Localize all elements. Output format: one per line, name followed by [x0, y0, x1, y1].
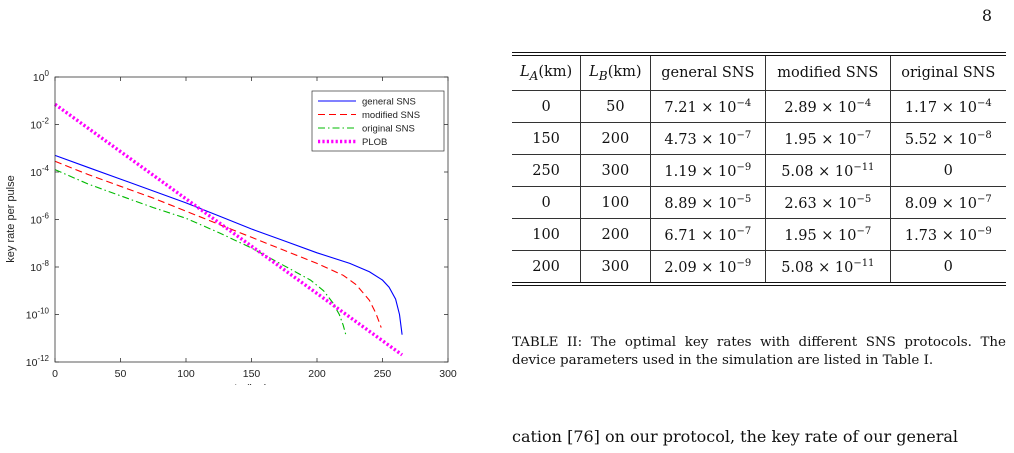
x-tick-label: 100 — [177, 368, 195, 380]
legend-entry: modified SNS — [362, 110, 420, 121]
y-tick-label: 10-6 — [30, 212, 49, 227]
table-header-cell: LB(km) — [580, 53, 651, 91]
table-row: 250 300 1.19 × 10−9 5.08 × 10−11 0 — [512, 154, 1006, 187]
y-tick-label: 10-4 — [30, 164, 49, 179]
table-cell: 300 — [580, 154, 651, 187]
legend-entry: original SNS — [362, 124, 415, 135]
y-tick-label: 10-8 — [30, 259, 49, 274]
x-tick-label: 0 — [52, 368, 58, 380]
table-cell: 100 — [580, 186, 651, 219]
table-cell: 6.71 × 10−7 — [649, 218, 767, 251]
table-row: 150 200 4.73 × 10−7 1.95 × 10−7 5.52 × 10−8 — [512, 122, 1006, 155]
table-cell: 1.19 × 10−9 — [649, 154, 767, 187]
y-axis-label: key rate per pulse — [5, 175, 17, 262]
table-cell: 150 — [512, 122, 582, 155]
legend-entry: general SNS — [362, 97, 416, 108]
table-cell: 5.08 × 10−11 — [765, 154, 891, 187]
table-row: 200 300 2.09 × 10−9 5.08 × 10−11 0 — [512, 250, 1006, 285]
table-cell: 1.73 × 10−9 — [889, 218, 1006, 251]
table-row: 0 100 8.89 × 10−5 2.63 × 10−5 8.09 × 10−7 — [512, 186, 1006, 219]
page-number: 8 — [981, 6, 992, 25]
series-line-plob — [54, 102, 404, 357]
table-row: 100 200 6.71 × 10−7 1.95 × 10−7 1.73 × 10−9 — [512, 218, 1006, 251]
series-line-general-sns — [54, 154, 403, 335]
table-cell: 0 — [889, 250, 1006, 285]
table-cell: 250 — [512, 154, 582, 187]
table-header-cell: general SNS — [649, 53, 767, 91]
table-cell: 1.95 × 10−7 — [765, 122, 891, 155]
table-cell: 4.73 × 10−7 — [649, 122, 767, 155]
y-tick-label: 10-12 — [26, 354, 50, 369]
table-cell: 300 — [580, 250, 651, 285]
table-cell: 0 — [512, 186, 582, 219]
body-text: cation [76] on our protocol, the key rat… — [512, 427, 959, 446]
series-line-original-sns — [54, 169, 347, 335]
series-line-modified-sns — [54, 160, 382, 328]
table-caption: TABLE II: The optimal key rates with dif… — [512, 334, 1006, 370]
table-row: 0 50 7.21 × 10−4 2.89 × 10−4 1.17 × 10−4 — [512, 90, 1006, 123]
table-cell: 0 — [889, 154, 1006, 187]
table-cell: 2.89 × 10−4 — [765, 90, 891, 123]
table-header-cell: modified SNS — [765, 53, 891, 91]
x-tick-label: 250 — [374, 368, 392, 380]
table-cell: 0 — [512, 90, 582, 123]
table-cell: 8.89 × 10−5 — [649, 186, 767, 219]
table-cell: 2.09 × 10−9 — [649, 250, 767, 285]
table-cell: 100 — [512, 218, 582, 251]
key-rate-chart: 0 50 100 150 200 250 300 100 10-2 10-4 10-6 10-8 10-… — [0, 55, 470, 385]
table-cell: 200 — [512, 250, 582, 285]
table-header-cell: original SNS — [889, 53, 1006, 91]
table-caption-label: TABLE II: — [512, 335, 583, 350]
table-cell: 200 — [580, 122, 651, 155]
table-cell: 1.17 × 10−4 — [889, 90, 1006, 123]
table-cell: 1.95 × 10−7 — [765, 218, 891, 251]
results-table: LA(km) LB(km) general SNS modified SNS origi… — [512, 52, 1006, 286]
x-tick-label: 300 — [439, 368, 457, 380]
x-tick-label: 200 — [308, 368, 326, 380]
x-tick-label: 150 — [243, 368, 261, 380]
table-cell: 7.21 × 10−4 — [649, 90, 767, 123]
x-axis-label: LA(km) — [234, 383, 267, 385]
table-cell: 8.09 × 10−7 — [889, 186, 1006, 219]
table-caption-text: The optimal key rates with different SNS… — [512, 335, 1006, 368]
y-tick-label: 10-2 — [30, 117, 49, 132]
table-cell: 5.52 × 10−8 — [889, 122, 1006, 155]
legend-entry: PLOB — [362, 137, 387, 148]
table-header-cell: LA(km) — [512, 53, 582, 91]
table-header-row: LA(km) LB(km) general SNS modified SNS origi… — [512, 53, 1006, 91]
x-tick-label: 50 — [115, 368, 127, 380]
table-cell: 2.63 × 10−5 — [765, 186, 891, 219]
legend: general SNS modified SNS original SNS PLOB — [311, 90, 445, 152]
y-tick-label: 10-10 — [26, 307, 50, 322]
table-cell: 200 — [580, 218, 651, 251]
table-cell: 5.08 × 10−11 — [765, 250, 891, 285]
table-cell: 50 — [580, 90, 651, 123]
y-tick-label: 100 — [33, 69, 50, 84]
